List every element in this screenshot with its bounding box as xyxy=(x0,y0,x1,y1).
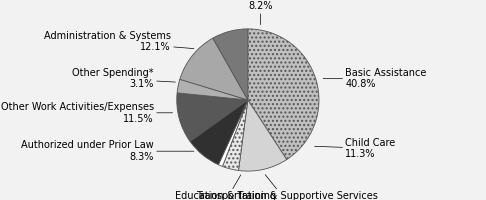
Text: Authorized under Prior Law
8.3%: Authorized under Prior Law 8.3% xyxy=(21,140,194,162)
Text: Other Work Activities/Expenses
11.5%: Other Work Activities/Expenses 11.5% xyxy=(1,102,173,124)
Wedge shape xyxy=(190,100,248,165)
Text: Education & Training
1.0%: Education & Training 1.0% xyxy=(174,175,276,200)
Text: Other Nonassistance
8.2%: Other Nonassistance 8.2% xyxy=(209,0,312,25)
Wedge shape xyxy=(218,100,248,166)
Wedge shape xyxy=(177,93,248,141)
Text: Child Care
11.3%: Child Care 11.3% xyxy=(314,138,396,159)
Text: Administration & Systems
12.1%: Administration & Systems 12.1% xyxy=(44,31,194,52)
Wedge shape xyxy=(213,29,248,100)
Wedge shape xyxy=(177,79,248,100)
Wedge shape xyxy=(180,38,248,100)
Text: Other Spending*
3.1%: Other Spending* 3.1% xyxy=(72,68,175,89)
Wedge shape xyxy=(223,100,248,170)
Text: Basic Assistance
40.8%: Basic Assistance 40.8% xyxy=(323,68,427,89)
Text: Transportation & Supportive Services
3.7%: Transportation & Supportive Services 3.7… xyxy=(196,175,378,200)
Wedge shape xyxy=(239,100,287,171)
Wedge shape xyxy=(248,29,319,160)
